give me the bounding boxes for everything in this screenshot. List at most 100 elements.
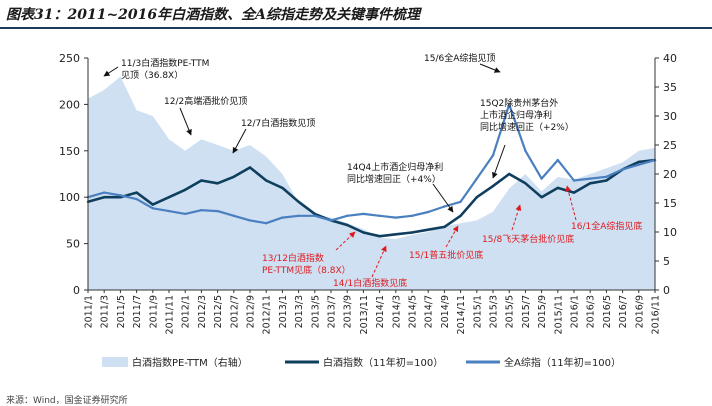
left-tick-label-50: 50	[66, 238, 80, 251]
all-a-point-22	[443, 205, 446, 208]
x-tick-label-2011-7: 2011/7	[132, 295, 143, 328]
baijiu-point-30	[572, 191, 576, 194]
x-tick-label-2016-1: 2016/1	[570, 295, 581, 328]
legend-label-all-a: 全A综指（11年初=100）	[504, 356, 621, 369]
x-tick-label-2011-3: 2011/3	[100, 295, 111, 328]
title-rule	[0, 27, 712, 29]
baijiu-point-26	[508, 172, 511, 176]
all-a-point-21	[427, 210, 430, 214]
x-tick-label-2015-9: 2015/9	[537, 295, 548, 328]
baijiu-point-10	[248, 166, 252, 169]
x-tick-label-2012-1: 2012/1	[181, 295, 192, 328]
left-tick-label-150: 150	[59, 145, 80, 158]
baijiu-point-12	[281, 186, 284, 190]
all-a-point-6	[184, 212, 187, 216]
all-a-point-10	[248, 219, 252, 222]
x-tick-label-2012-7: 2012/7	[229, 295, 240, 328]
annotation-10-arrow	[565, 185, 577, 221]
baijiu-point-20	[410, 231, 414, 234]
annotation-10-line-0: 16/1全A综指见底	[571, 220, 642, 232]
baijiu-point-28	[540, 196, 543, 199]
x-tick-label-2013-3: 2013/3	[294, 295, 305, 328]
all-a-point-33	[621, 168, 624, 171]
annotation-1-line-0: 12/2高端酒批价见顶	[164, 95, 247, 107]
x-tick-label-2015-3: 2015/3	[489, 295, 500, 328]
annotation-0-line-1: 见顶（36.8X）	[121, 70, 183, 81]
baijiu-point-16	[346, 223, 349, 227]
x-tick-label-2011-9: 2011/9	[148, 295, 159, 328]
x-tick-label-2015-5: 2015/5	[505, 295, 516, 328]
series-area-pe-ttm	[88, 76, 655, 290]
baijiu-point-14	[313, 212, 316, 216]
baijiu-point-3	[135, 191, 138, 194]
all-a-point-34	[637, 163, 640, 166]
baijiu-point-25	[491, 184, 495, 188]
series-line-all-a-index	[87, 103, 656, 225]
annotation-4-line-1: 上市酒企归母净利	[480, 109, 552, 121]
baijiu-point-21	[427, 228, 430, 231]
legend-label-baijiu: 白酒指数（11年初=100）	[323, 356, 443, 369]
all-a-point-27	[524, 149, 527, 152]
all-a-point-25	[491, 154, 495, 157]
baijiu-point-7	[200, 179, 203, 182]
all-a-point-1	[103, 191, 106, 194]
baijiu-point-4	[151, 203, 154, 206]
annotation-0-arrow	[103, 66, 119, 77]
x-tick-label-2012-9: 2012/9	[246, 295, 257, 328]
x-tick-label-2016-11: 2016/11	[651, 295, 662, 334]
annotation-9-line-0: 15/8飞天茅台批价见底	[482, 233, 574, 245]
all-a-point-18	[378, 214, 381, 217]
all-a-point-13	[297, 214, 300, 217]
all-a-point-8	[216, 209, 219, 213]
annotation-5-line-0: 14Q4上市酒企归母净利	[347, 161, 443, 173]
annotation-3-arrow	[479, 63, 501, 73]
left-tick-label-200: 200	[59, 98, 80, 111]
all-a-point-26	[508, 103, 511, 106]
all-a-point-4	[151, 207, 154, 210]
baijiu-point-24	[475, 196, 478, 199]
annotation-4-line-2: 同比增速回正（+2%）	[480, 121, 574, 133]
x-tick-label-2014-9: 2014/9	[440, 295, 451, 328]
all-a-point-29	[556, 158, 559, 162]
annotation-3-line-0: 15/6全A综指见顶	[424, 52, 495, 64]
baijiu-point-13	[297, 200, 300, 203]
right-tick-label-20: 20	[663, 168, 677, 181]
annotation-4-line-0: 15Q2除贵州茅台外	[480, 97, 558, 109]
annotation-7-arrow	[371, 245, 387, 278]
all-a-point-11	[265, 222, 268, 225]
all-a-point-32	[605, 175, 608, 178]
x-tick-label-2014-1: 2014/1	[375, 295, 386, 328]
right-tick-label-35: 35	[663, 81, 677, 94]
left-tick-label-0: 0	[73, 284, 80, 297]
all-a-point-24	[475, 177, 478, 180]
right-tick-label-40: 40	[663, 52, 677, 65]
x-tick-label-2013-7: 2013/7	[327, 295, 338, 328]
annotation-8-line-0: 15/1普五批价见底	[409, 249, 483, 261]
annotation-5-line-1: 同比增速回正（+4%）	[347, 173, 441, 185]
annotation-9-arrow	[511, 204, 522, 231]
x-tick-label-2013-5: 2013/5	[310, 295, 321, 328]
right-tick-label-15: 15	[663, 197, 677, 210]
annotation-6-line-0: 13/12白酒指数	[262, 252, 324, 264]
baijiu-point-11	[265, 179, 268, 182]
all-a-point-12	[281, 216, 284, 219]
x-tick-label-2013-9: 2013/9	[343, 295, 354, 328]
baijiu-point-32	[605, 179, 608, 182]
baijiu-point-17	[362, 231, 365, 234]
all-a-point-2	[119, 194, 122, 197]
x-tick-label-2011-1: 2011/1	[84, 295, 95, 328]
x-tick-label-2016-5: 2016/5	[602, 295, 613, 328]
x-tick-label-2013-11: 2013/11	[359, 295, 370, 334]
all-a-point-3	[135, 197, 138, 201]
all-a-point-31	[589, 177, 592, 180]
x-tick-label-2012-5: 2012/5	[213, 295, 224, 328]
x-tick-label-2016-7: 2016/7	[618, 295, 629, 328]
baijiu-point-5	[167, 196, 171, 199]
annotation-1-arrow	[179, 107, 192, 136]
x-tick-label-2016-9: 2016/9	[634, 295, 645, 328]
legend-label-pe-ttm: 白酒指数PE-TTM（右轴）	[132, 356, 248, 369]
x-tick-label-2013-1: 2013/1	[278, 295, 289, 328]
x-tick-label-2014-11: 2014/11	[456, 295, 467, 334]
x-tick-label-2015-7: 2015/7	[521, 295, 532, 328]
